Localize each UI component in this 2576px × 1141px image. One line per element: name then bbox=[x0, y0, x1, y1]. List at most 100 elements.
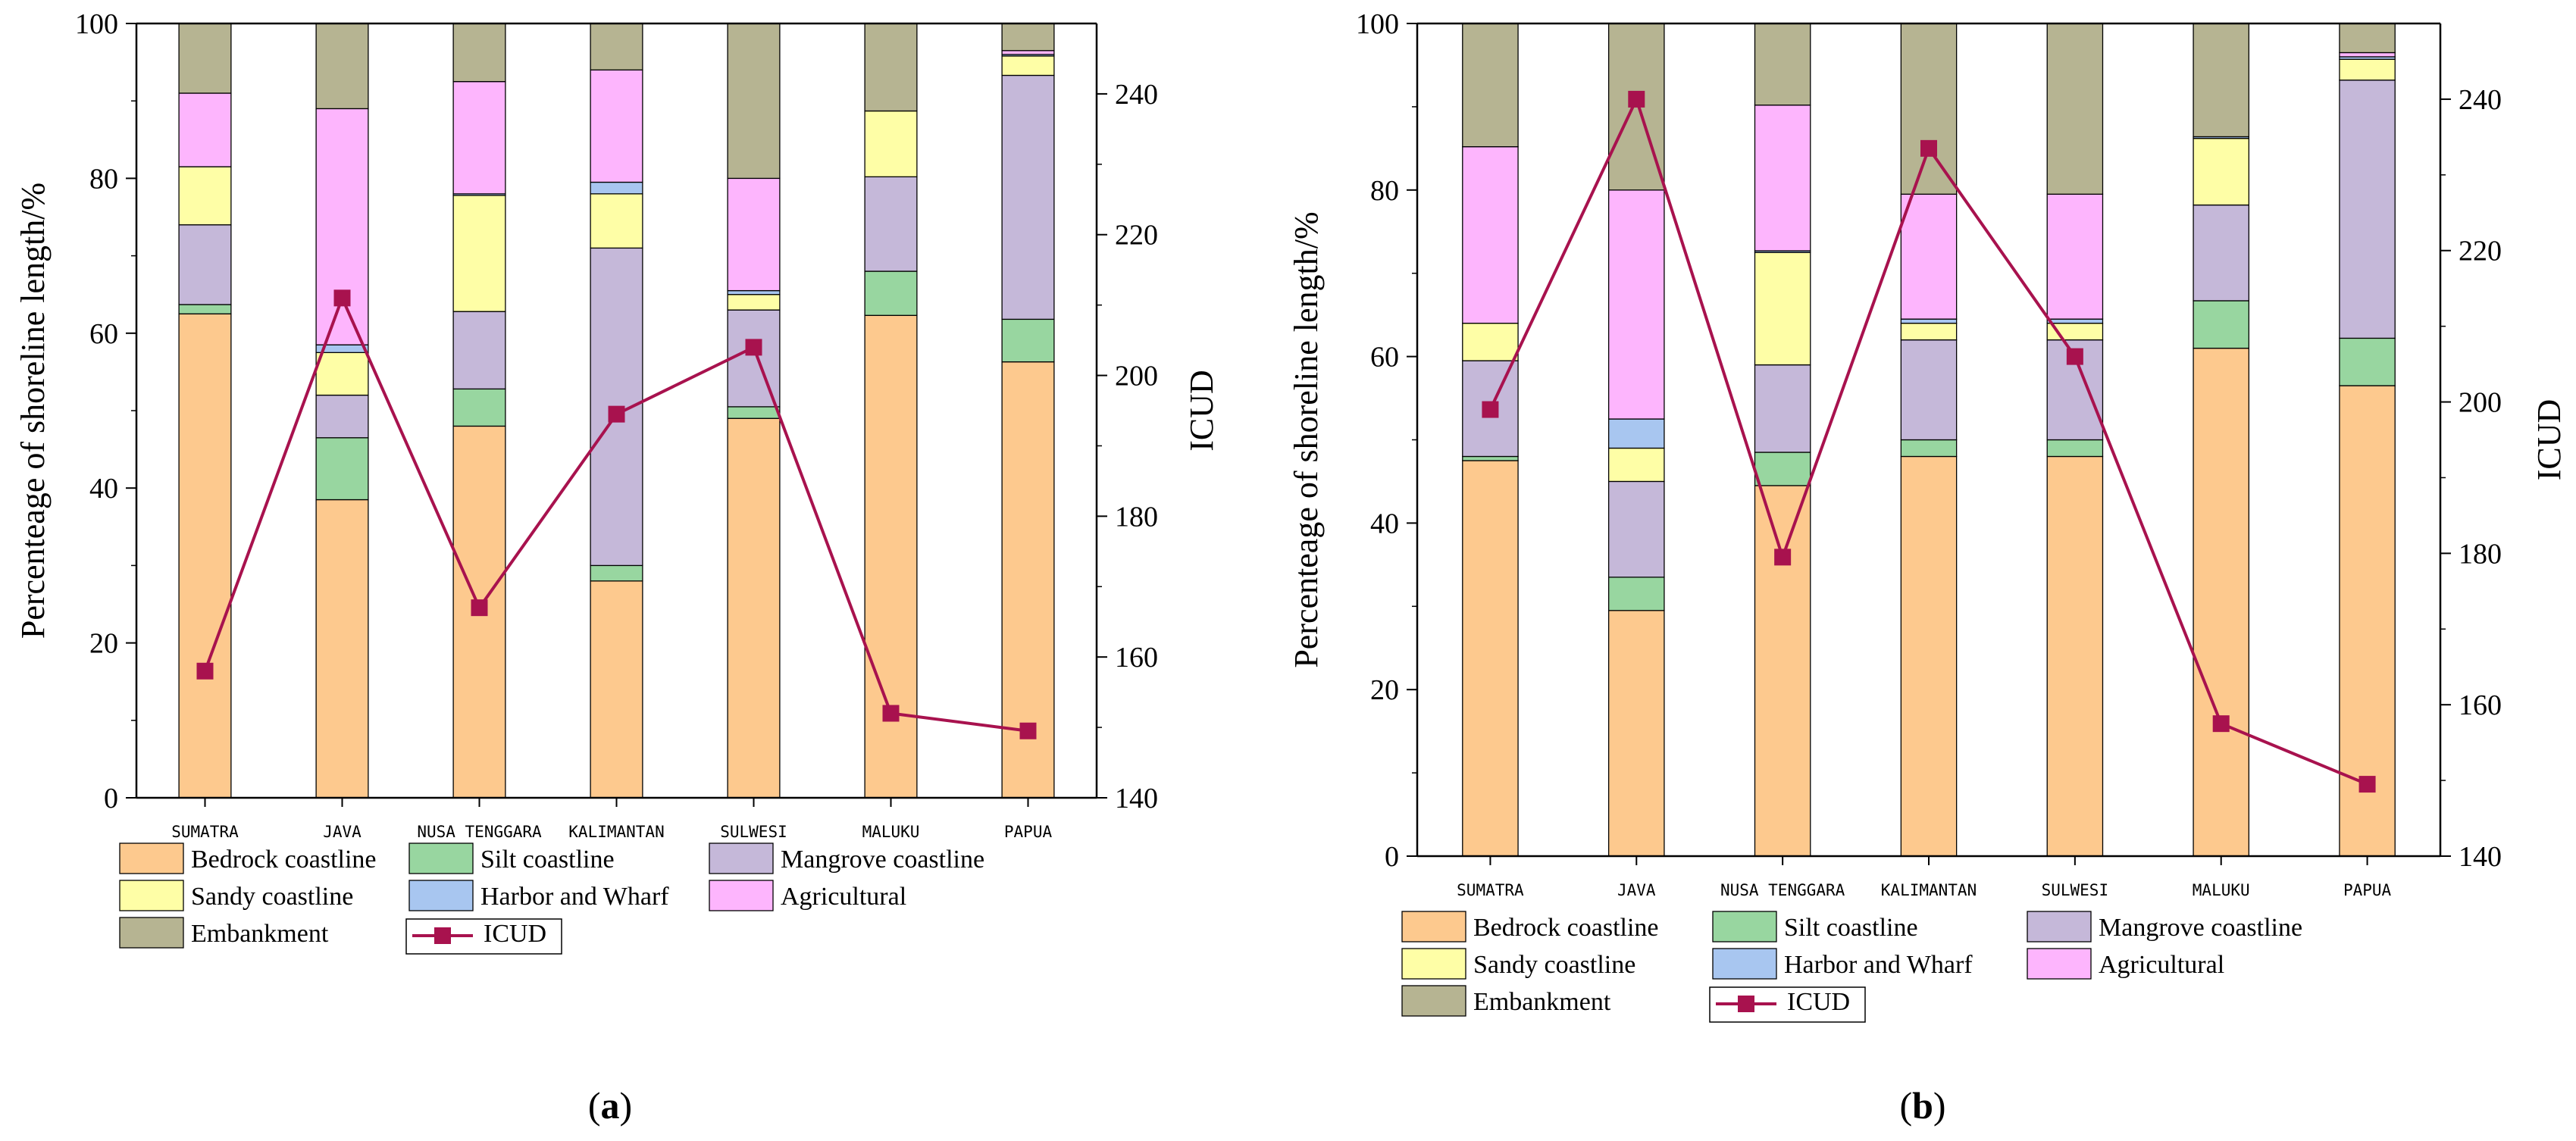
legend-b: Bedrock coastline Silt coastline Mangrove … bbox=[1401, 911, 2302, 1023]
y-tick-label: 0 bbox=[104, 783, 118, 814]
bar-mangrove-coastline-nusa-tenggara bbox=[1754, 364, 1811, 453]
icud-marker-java bbox=[333, 289, 351, 307]
bar-mangrove-coastline-kalimantan bbox=[1900, 339, 1958, 441]
y2-tick-label: 140 bbox=[2459, 841, 2502, 873]
legend-label: Harbor and Wharf bbox=[480, 883, 669, 911]
legend-swatch-bedrock-coastline bbox=[1401, 911, 1466, 942]
x-tick-label: PAPUA bbox=[1004, 823, 1053, 841]
bar-embankment-maluku bbox=[2193, 23, 2250, 138]
legend-swatch-mangrove-coastline bbox=[2027, 911, 2092, 942]
legend-icud-box bbox=[405, 918, 562, 955]
bar-agricultural-kalimantan bbox=[1900, 193, 1958, 320]
bar-sandy-coastline-papua bbox=[1001, 55, 1055, 77]
x-tick-label: MALUKU bbox=[2193, 881, 2250, 899]
bar-silt-coastline-papua bbox=[2339, 337, 2396, 386]
bar-agricultural-java bbox=[1607, 189, 1665, 420]
legend-swatch-silt-coastline bbox=[408, 842, 474, 874]
x-tick-label: NUSA TENGGARA bbox=[1720, 881, 1845, 899]
bar-silt-coastline-java bbox=[1607, 577, 1665, 611]
icud-marker-kalimantan bbox=[608, 405, 625, 423]
legend-icud-marker bbox=[434, 927, 451, 944]
bar-mangrove-coastline-papua bbox=[2339, 80, 2396, 339]
x-tick-label: JAVA bbox=[1617, 881, 1656, 899]
panel-label-b: (b) bbox=[1899, 1084, 1945, 1127]
x-tick-label: KALIMANTAN bbox=[568, 823, 664, 841]
bar-silt-coastline-kalimantan bbox=[590, 564, 643, 582]
bar-embankment-sulwesi bbox=[2046, 23, 2104, 195]
bar-bedrock-coastline-sulwesi bbox=[727, 417, 781, 799]
x-tick-label: JAVA bbox=[323, 823, 362, 841]
bar-mangrove-coastline-maluku bbox=[864, 176, 918, 272]
legend-swatch-agricultural bbox=[2027, 948, 2092, 980]
legend-label: Agricultural bbox=[781, 883, 906, 911]
icud-marker-papua bbox=[2358, 776, 2376, 793]
panel-label-paren: ) bbox=[1933, 1084, 1946, 1127]
legend-icud-box bbox=[1709, 986, 1866, 1023]
y-tick-label: 20 bbox=[89, 628, 118, 660]
icud-marker-nusa-tenggara bbox=[471, 599, 488, 617]
legend-label: Sandy coastline bbox=[1473, 951, 1635, 979]
y2-tick-label: 180 bbox=[2459, 538, 2502, 570]
bar-embankment-sulwesi bbox=[727, 23, 781, 180]
y-tick-label: 0 bbox=[1385, 841, 1399, 873]
legend-swatch-sandy-coastline bbox=[119, 880, 184, 911]
y-tick-label: 20 bbox=[1370, 674, 1399, 706]
bar-sandy-coastline-kalimantan bbox=[1900, 322, 1958, 341]
legend-swatch-sandy-coastline bbox=[1401, 948, 1466, 980]
icud-marker-nusa-tenggara bbox=[1774, 549, 1792, 566]
x-tick-label: SULWESI bbox=[2042, 881, 2109, 899]
legend-label: Agricultural bbox=[2099, 951, 2224, 979]
y2-axis-title: ICUD bbox=[2531, 399, 2568, 481]
legend-swatch-agricultural bbox=[709, 880, 774, 911]
icud-marker-maluku bbox=[882, 705, 900, 722]
chart-panel-b: SUMATRA JAVA NUSA TENGGARA KALIMANTAN SULWES… bbox=[1288, 8, 2568, 1127]
y2-tick-label: 200 bbox=[2459, 387, 2502, 419]
bar-agricultural-sumatra bbox=[1462, 146, 1519, 324]
bar-mangrove-coastline-papua bbox=[1001, 74, 1055, 320]
bar-embankment-maluku bbox=[864, 23, 918, 112]
legend-label: Mangrove coastline bbox=[2099, 914, 2302, 942]
bar-embankment-papua bbox=[1001, 23, 1055, 52]
x-tick-label: SUMATRA bbox=[1457, 881, 1524, 899]
bar-silt-coastline-kalimantan bbox=[1900, 439, 1958, 458]
panel-label-paren: ( bbox=[588, 1084, 601, 1127]
legend-label: Embankment bbox=[1473, 988, 1611, 1016]
icud-marker-sumatra bbox=[196, 662, 214, 680]
icud-marker-sulwesi bbox=[745, 339, 762, 356]
bar-bedrock-coastline-nusa-tenggara bbox=[1754, 485, 1811, 857]
bar-agricultural-kalimantan bbox=[590, 69, 643, 183]
y2-tick-label: 160 bbox=[1115, 642, 1158, 674]
bar-silt-coastline-sulwesi bbox=[727, 406, 781, 419]
icud-marker-sumatra bbox=[1482, 401, 1499, 418]
legend-a: Bedrock coastline Silt coastline Mangrove … bbox=[119, 842, 984, 955]
icud-marker-sulwesi bbox=[2066, 348, 2083, 365]
bar-silt-coastline-maluku bbox=[2193, 300, 2250, 349]
panel-label-paren: ( bbox=[1899, 1084, 1912, 1127]
x-tick-label: MALUKU bbox=[862, 823, 920, 841]
bar-sandy-coastline-maluku bbox=[864, 110, 918, 178]
y-tick-label: 80 bbox=[1370, 175, 1399, 207]
icud-marker-papua bbox=[1019, 722, 1037, 739]
legend-label: Sandy coastline bbox=[191, 883, 353, 911]
bar-harbor-and-wharf-sulwesi bbox=[727, 289, 781, 295]
bar-bedrock-coastline-kalimantan bbox=[1900, 455, 1958, 857]
bar-mangrove-coastline-nusa-tenggara bbox=[452, 311, 506, 390]
bar-agricultural-nusa-tenggara bbox=[1754, 105, 1811, 252]
bar-agricultural-sulwesi bbox=[727, 177, 781, 292]
x-tick-label: SULWESI bbox=[720, 823, 787, 841]
bar-bedrock-coastline-sumatra bbox=[1462, 460, 1519, 857]
bar-bedrock-coastline-kalimantan bbox=[590, 580, 643, 799]
bar-agricultural-papua bbox=[1001, 50, 1055, 55]
panel-label-paren: ) bbox=[620, 1084, 633, 1127]
legend-label: Bedrock coastline bbox=[191, 846, 377, 874]
legend-icud-marker bbox=[1738, 996, 1754, 1012]
bar-bedrock-coastline-java bbox=[1607, 610, 1665, 857]
bar-silt-coastline-nusa-tenggara bbox=[452, 388, 506, 427]
x-tick-label: PAPUA bbox=[2343, 881, 2392, 899]
legend-label: Embankment bbox=[191, 920, 329, 948]
icud-marker-kalimantan bbox=[1920, 139, 1937, 157]
bar-silt-coastline-nusa-tenggara bbox=[1754, 452, 1811, 486]
bar-sandy-coastline-java bbox=[1607, 447, 1665, 483]
legend-label: Mangrove coastline bbox=[781, 846, 984, 874]
bar-bedrock-coastline-sulwesi bbox=[2046, 455, 2104, 857]
